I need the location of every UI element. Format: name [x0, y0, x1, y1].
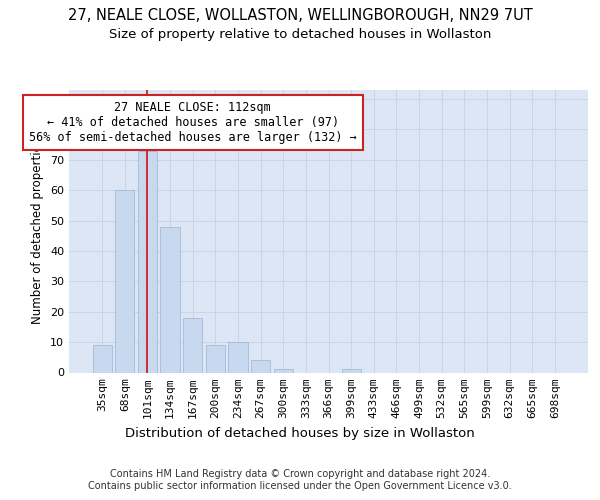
Text: Contains public sector information licensed under the Open Government Licence v3: Contains public sector information licen…: [88, 481, 512, 491]
Bar: [341, 370, 361, 372]
Bar: [160, 226, 180, 372]
Bar: [274, 370, 293, 372]
Text: Size of property relative to detached houses in Wollaston: Size of property relative to detached ho…: [109, 28, 491, 41]
Text: Contains HM Land Registry data © Crown copyright and database right 2024.: Contains HM Land Registry data © Crown c…: [110, 469, 490, 479]
Bar: [138, 151, 157, 372]
Y-axis label: Number of detached properties: Number of detached properties: [31, 138, 44, 324]
Bar: [92, 345, 112, 372]
Bar: [183, 318, 202, 372]
Text: 27 NEALE CLOSE: 112sqm
← 41% of detached houses are smaller (97)
56% of semi-det: 27 NEALE CLOSE: 112sqm ← 41% of detached…: [29, 100, 356, 144]
Text: 27, NEALE CLOSE, WOLLASTON, WELLINGBOROUGH, NN29 7UT: 27, NEALE CLOSE, WOLLASTON, WELLINGBOROU…: [68, 8, 532, 22]
Bar: [206, 345, 225, 372]
Bar: [251, 360, 270, 372]
Bar: [229, 342, 248, 372]
Bar: [115, 190, 134, 372]
Text: Distribution of detached houses by size in Wollaston: Distribution of detached houses by size …: [125, 428, 475, 440]
